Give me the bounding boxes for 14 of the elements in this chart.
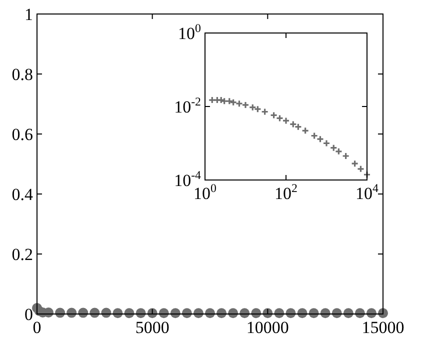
x-tick-label: 5000 — [135, 318, 170, 337]
y-tick-label: 0 — [24, 304, 33, 324]
y-tick-label: 10$^{-2}$ — [174, 94, 202, 116]
y-tick-label: 1 — [24, 4, 33, 24]
y-tick-label: 0.8 — [12, 64, 33, 84]
y-tick-label: 0.6 — [12, 124, 33, 144]
y-tick-label: 0.2 — [12, 244, 33, 264]
x-tick-label: 10$^{0}$ — [194, 181, 217, 203]
x-tick-label: 15000 — [362, 318, 404, 337]
x-tick-label: 10000 — [246, 318, 289, 337]
y-tick-label: 0.4 — [12, 184, 34, 204]
y-tick-label: 10$^{0}$ — [178, 20, 202, 43]
x-tick-label: 10$^{2}$ — [274, 181, 298, 203]
x-tick-label: 10$^{4}$ — [356, 181, 379, 203]
